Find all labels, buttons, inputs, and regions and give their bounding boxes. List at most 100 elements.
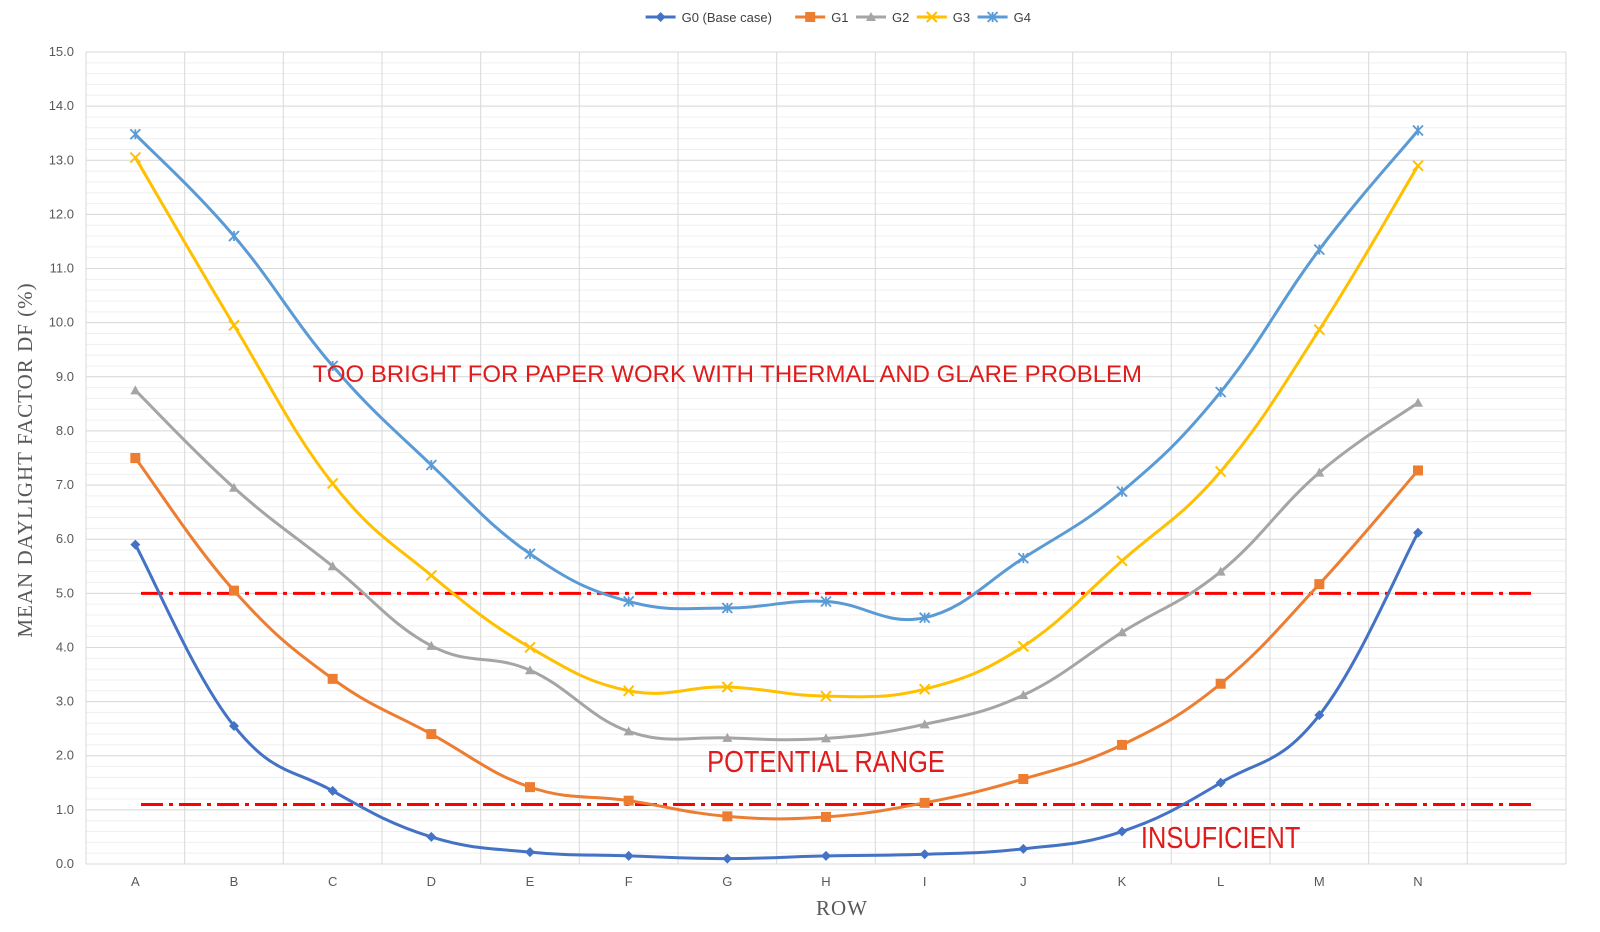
x-tick-label: F	[625, 874, 633, 889]
data-point	[1117, 826, 1127, 837]
series-g1	[130, 453, 1423, 822]
data-point	[327, 360, 339, 372]
data-point	[525, 665, 535, 675]
data-point	[525, 847, 535, 858]
data-point	[326, 477, 339, 490]
data-point	[1412, 159, 1424, 172]
data-point	[1215, 566, 1226, 576]
data-point	[1018, 774, 1029, 785]
data-point	[426, 831, 437, 842]
legend-label: G0 (Base case)	[682, 10, 772, 25]
data-point	[229, 482, 239, 492]
data-point	[327, 673, 338, 684]
data-point	[655, 12, 666, 22]
data-point	[1314, 710, 1325, 721]
data-point	[229, 720, 239, 731]
data-point	[1412, 124, 1424, 137]
data-point	[623, 595, 635, 608]
y-tick-label: 4.0	[56, 639, 74, 654]
x-tick-label: J	[1020, 874, 1027, 889]
data-point	[820, 595, 832, 608]
legend-label: G2	[892, 10, 909, 25]
y-tick-label: 0.0	[56, 856, 74, 871]
legend-item[interactable]: G2	[856, 10, 909, 25]
legend-label: G1	[831, 10, 848, 25]
y-axis-title: MEAN DAYLIGHT FACTOR DF (%)	[13, 282, 37, 637]
x-tick-label: I	[923, 874, 927, 889]
data-point	[623, 795, 634, 806]
data-point	[327, 561, 338, 571]
legend-item[interactable]: G3	[916, 10, 970, 25]
data-point	[918, 683, 931, 695]
x-tick-label: B	[230, 874, 239, 889]
data-point	[524, 548, 536, 560]
y-tick-label: 3.0	[56, 694, 74, 709]
data-point	[622, 685, 635, 697]
y-tick-label: 7.0	[56, 477, 74, 492]
data-point	[820, 690, 832, 702]
data-point	[525, 782, 535, 793]
data-point	[1017, 552, 1029, 564]
data-point	[1215, 678, 1226, 689]
vertical-grid	[85, 52, 1567, 864]
data-point	[228, 230, 240, 242]
data-point	[129, 128, 141, 140]
x-tick-label: H	[821, 874, 830, 889]
series-g4	[129, 124, 1424, 624]
major-grid	[86, 51, 1566, 865]
data-point	[426, 640, 437, 650]
annotation-text: INSUFICIENT	[1141, 820, 1300, 855]
data-point	[623, 850, 634, 861]
data-point	[722, 811, 733, 822]
data-point	[821, 811, 831, 822]
data-point	[1314, 579, 1325, 590]
legend[interactable]: G0 (Base case) G1 G2 G3 G4	[645, 10, 1031, 25]
data-point	[721, 681, 734, 693]
data-point	[1117, 739, 1127, 750]
data-point	[919, 849, 930, 860]
y-tick-label: 1.0	[56, 802, 74, 817]
reference-lines	[141, 591, 1536, 806]
data-point	[722, 853, 733, 864]
x-tick-label: C	[328, 874, 337, 889]
data-point	[1313, 243, 1325, 256]
data-point	[524, 641, 536, 654]
data-point	[229, 585, 239, 596]
data-point	[130, 385, 141, 395]
data-point	[1018, 690, 1029, 700]
data-point	[1018, 843, 1029, 854]
data-point	[1314, 467, 1325, 477]
legend-item[interactable]: G0 (Base case)	[645, 10, 772, 25]
data-point	[130, 453, 141, 463]
legend-label: G4	[1014, 10, 1031, 25]
y-tick-label: 6.0	[56, 531, 74, 546]
y-tick-label: 11.0	[50, 261, 74, 276]
y-tick-label: 5.0	[56, 585, 74, 600]
y-tick-label: 8.0	[56, 423, 74, 438]
data-point	[1215, 777, 1226, 788]
data-point	[1413, 397, 1423, 407]
data-point	[130, 539, 141, 550]
data-point	[1413, 465, 1423, 476]
data-point	[1116, 555, 1128, 567]
legend-item[interactable]: G4	[977, 10, 1031, 25]
x-axis-title: ROW	[816, 896, 868, 920]
data-point	[425, 459, 437, 471]
data-point	[1017, 640, 1030, 653]
x-tick-label: A	[131, 874, 140, 889]
y-tick-label: 9.0	[56, 369, 74, 384]
data-point	[919, 612, 931, 624]
x-tick-label: E	[526, 874, 535, 889]
data-point	[623, 726, 634, 736]
annotations: TOO BRIGHT FOR PAPER WORK WITH THERMAL A…	[313, 361, 1301, 855]
y-tick-label: 10.0	[49, 315, 74, 330]
data-point	[426, 729, 437, 740]
legend-item[interactable]: G1	[795, 10, 849, 25]
x-tick-label: N	[1413, 874, 1422, 889]
data-point	[821, 733, 831, 743]
y-tick-label: 14.0	[49, 98, 74, 113]
data-point	[721, 602, 733, 614]
data-point	[327, 785, 338, 796]
